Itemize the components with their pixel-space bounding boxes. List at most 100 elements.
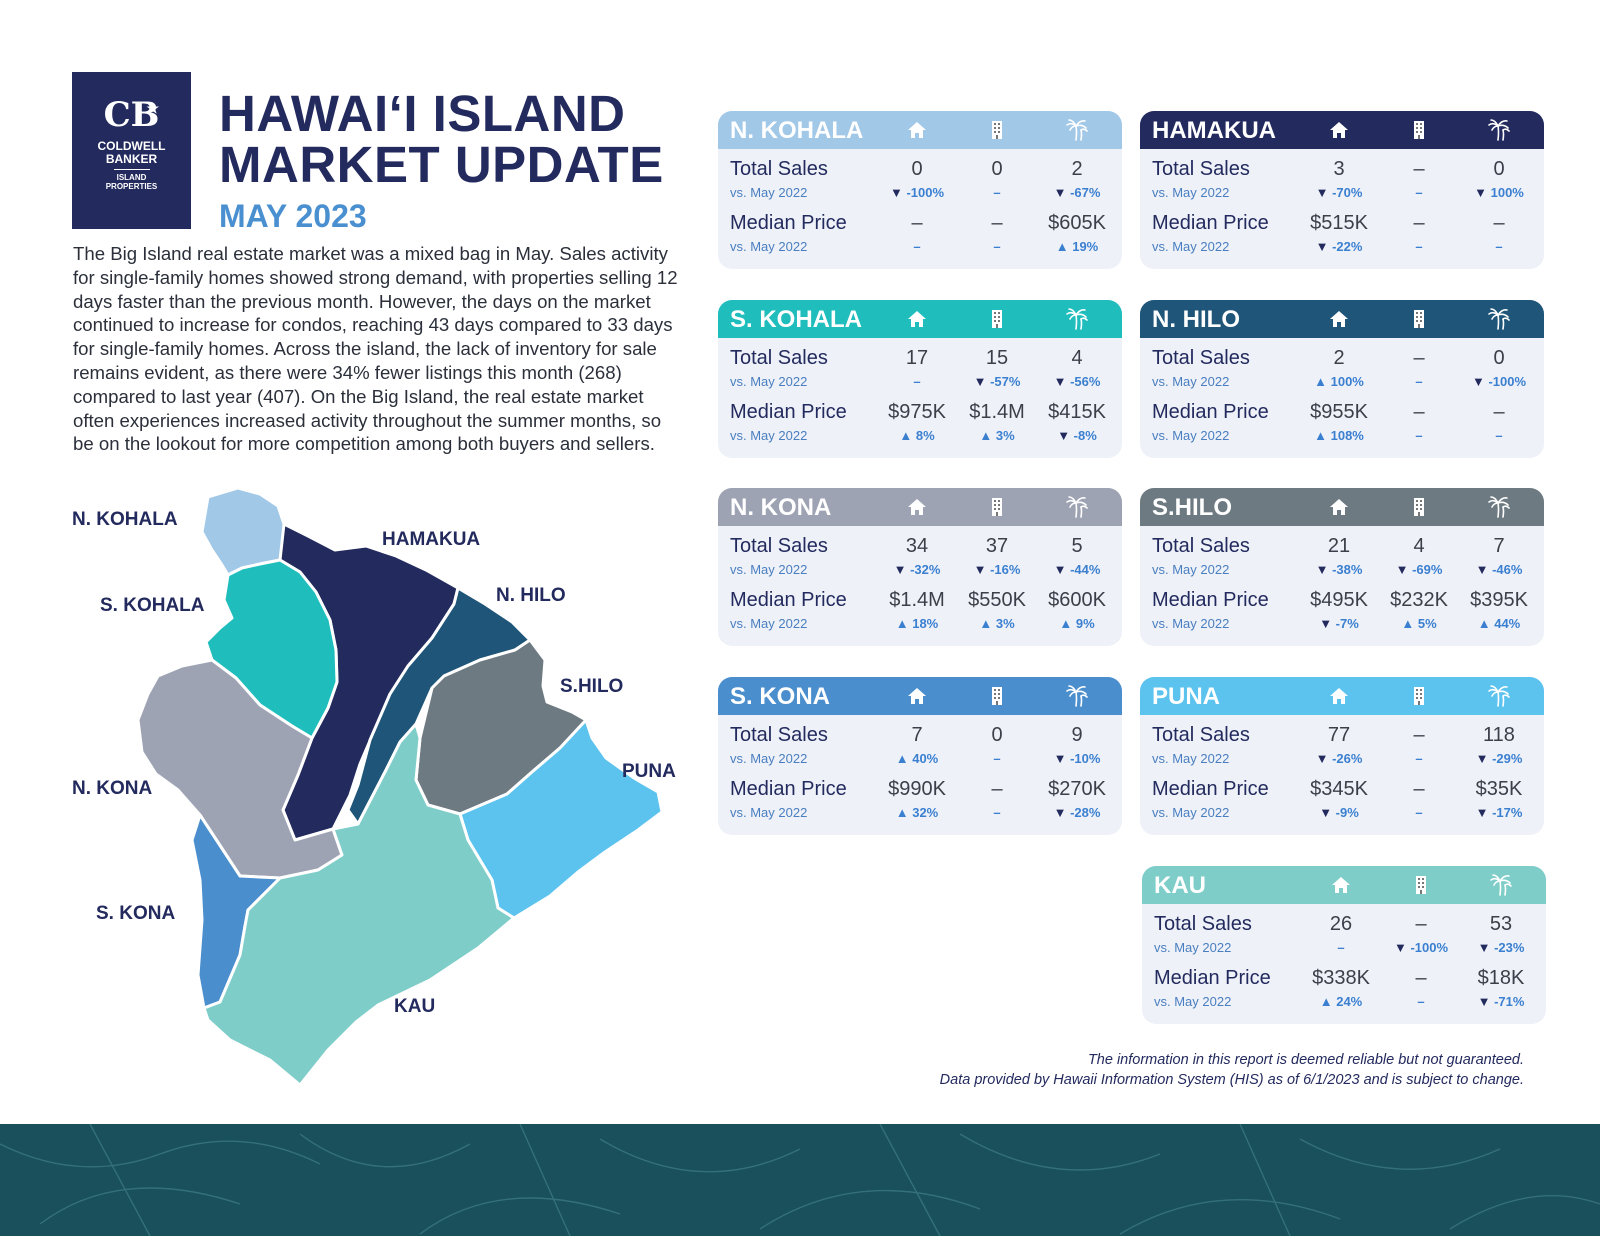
cell-value: 21 (1327, 535, 1351, 557)
cell-value: – (1415, 913, 1427, 935)
map-region-puna (458, 718, 664, 920)
cell-value: $270K (1048, 778, 1106, 800)
change-value: 8% (915, 428, 935, 443)
house-icon (1324, 306, 1354, 332)
arrow-down-icon: ▼ (1471, 374, 1489, 389)
change-value: -100% (906, 185, 945, 200)
cell-change: ▼ -16% (957, 562, 1037, 577)
cell-change: – (1459, 428, 1539, 443)
change-value: – (993, 751, 1001, 766)
cell-change: ▲ 100% (1299, 374, 1379, 389)
cell-value: 34 (905, 535, 929, 557)
cell-change: ▼ -17% (1459, 805, 1539, 820)
house-icon (902, 494, 932, 520)
cell-change: ▼ -71% (1461, 994, 1541, 1009)
house-icon (1324, 117, 1354, 143)
change-value: -32% (910, 562, 941, 577)
arrow-down-icon: ▼ (1475, 751, 1493, 766)
cell-value: 118 (1483, 724, 1515, 746)
metric-label: Median Price (730, 778, 847, 800)
cell-change: – (1301, 940, 1381, 955)
palm-land-icon (1484, 683, 1514, 709)
arrow-up-icon: ▲ (895, 805, 913, 820)
cell-change: ▼ -26% (1299, 751, 1379, 766)
total-sales-row: Total Sales vs. May 2022 77 ▼ -26% – – 118 ▼ -2… (1140, 723, 1544, 775)
arrow-up-icon: ▲ (1319, 994, 1337, 1009)
arrow-up-icon: ▲ (1314, 374, 1331, 389)
median-price-row: Median Price vs. May 2022 $345K ▼ -9% – – $35K… (1140, 777, 1544, 829)
change-value: 44% (1494, 616, 1521, 631)
intro-paragraph: The Big Island real estate market was a … (73, 243, 678, 455)
region-name: S. KOHALA (730, 306, 862, 333)
change-value: -10% (1070, 751, 1101, 766)
change-value: – (1417, 994, 1425, 1009)
cell-value: $600K (1048, 589, 1106, 611)
change-value: -46% (1492, 562, 1523, 577)
arrow-up-icon: ▲ (1059, 616, 1076, 631)
change-value: -38% (1332, 562, 1363, 577)
region-name: PUNA (1152, 683, 1221, 710)
cell-change: – (957, 239, 1037, 254)
change-value: – (1415, 239, 1423, 254)
change-value: – (1415, 374, 1423, 389)
change-value: -71% (1494, 994, 1525, 1009)
region-name: S.HILO (1152, 494, 1233, 521)
arrow-down-icon: ▼ (1315, 751, 1333, 766)
map-label-hamakua: HAMAKUA (382, 529, 480, 550)
cell-value: – (1493, 401, 1505, 423)
median-price-row: Median Price vs. May 2022 $955K ▲ 108% – – – – (1140, 400, 1544, 452)
card-header: KAU (1142, 866, 1546, 904)
palm-land-icon (1484, 117, 1514, 143)
comparison-label: vs. May 2022 (730, 239, 808, 254)
cell-change: ▲ 18% (877, 616, 957, 631)
cell-value: $18K (1477, 967, 1525, 989)
cell-value: – (1413, 724, 1425, 746)
cell-value: 2 (1333, 347, 1345, 369)
cell-value: 4 (1071, 347, 1083, 369)
change-value: -29% (1492, 751, 1523, 766)
cell-change: ▼ -44% (1037, 562, 1117, 577)
change-value: -9% (1335, 805, 1359, 820)
cell-value: 3 (1333, 158, 1345, 180)
change-value: -22% (1332, 239, 1363, 254)
median-price-row: Median Price vs. May 2022 $975K ▲ 8% $1.4M ▲ … (718, 400, 1122, 452)
region-name: N. KOHALA (730, 117, 864, 144)
cell-value: $395K (1470, 589, 1528, 611)
cell-change: ▼ 100% (1459, 185, 1539, 200)
palm-land-icon (1484, 494, 1514, 520)
metric-label: Total Sales (730, 535, 828, 557)
map-label-nkohala: N. KOHALA (72, 509, 178, 530)
arrow-down-icon: ▼ (1315, 185, 1333, 200)
median-price-row: Median Price vs. May 2022 $338K ▲ 24% – – $18K… (1142, 966, 1546, 1018)
change-value: 18% (912, 616, 939, 631)
comparison-label: vs. May 2022 (1152, 751, 1230, 766)
cell-change: ▼ -57% (957, 374, 1037, 389)
median-price-row: Median Price vs. May 2022 $495K ▼ -7% $232K ▲… (1140, 588, 1544, 640)
coldwell-banker-logo: CB ★ COLDWELL BANKER ISLAND PROPERTIES (72, 72, 191, 229)
region-card: S. KOHALA Total Sales vs. May 2022 17 – 15 ▼ -… (718, 300, 1122, 458)
card-header: N. HILO (1140, 300, 1544, 338)
comparison-label: vs. May 2022 (730, 562, 808, 577)
change-value: -28% (1070, 805, 1101, 820)
arrow-up-icon: ▲ (1055, 239, 1073, 254)
condo-icon (1404, 306, 1434, 332)
cell-change: – (957, 185, 1037, 200)
disclaimer-line2: Data provided by Hawaii Information Syst… (939, 1072, 1524, 1088)
cell-value: 26 (1329, 913, 1353, 935)
total-sales-row: Total Sales vs. May 2022 0 ▼ -100% 0–2 ▼ -67% (718, 157, 1122, 209)
comparison-label: vs. May 2022 (1152, 239, 1230, 254)
cell-value: 0 (1493, 158, 1505, 180)
cell-change: ▼ -9% (1299, 805, 1379, 820)
comparison-label: vs. May 2022 (1152, 185, 1230, 200)
cell-value: – (1413, 347, 1425, 369)
comparison-label: vs. May 2022 (730, 751, 808, 766)
cell-value: – (991, 212, 1003, 234)
cell-change: ▼ -28% (1037, 805, 1117, 820)
arrow-down-icon: ▼ (1393, 940, 1411, 955)
card-header: S. KOHALA (718, 300, 1122, 338)
title-line2: MARKET UPDATE (219, 136, 664, 193)
total-sales-row: Total Sales vs. May 2022 34 ▼ -32% 37 ▼ -16% 5… (718, 534, 1122, 586)
change-value: -23% (1494, 940, 1525, 955)
logo-line1: COLDWELL (97, 139, 166, 153)
map-region-kau (202, 722, 516, 1087)
